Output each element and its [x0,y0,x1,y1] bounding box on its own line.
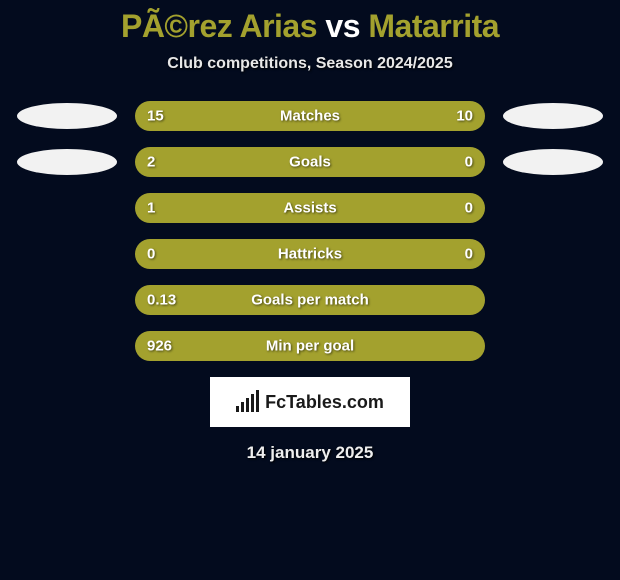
title-vs: vs [325,8,360,44]
stat-label: Min per goal [266,338,354,355]
stat-left-value: 1 [147,200,155,217]
stat-left-value: 926 [147,338,172,355]
stat-bar: Assists 1 0 [135,193,485,223]
stat-left-value: 0 [147,246,155,263]
player2-avatar [503,103,603,129]
title-player2: Matarrita [368,8,499,44]
stat-left-value: 0.13 [147,292,176,309]
spacer [17,287,117,313]
page-title: PÃ©rez Arias vs Matarrita [0,8,620,45]
spacer [503,241,603,267]
stat-bar: Hattricks 0 0 [135,239,485,269]
bar-left-fill [135,147,398,177]
bar-chart-icon [236,392,259,412]
player2-avatar [503,149,603,175]
subtitle: Club competitions, Season 2024/2025 [0,55,620,73]
stat-row: Min per goal 926 [0,331,620,361]
stat-label: Hattricks [278,246,342,263]
stat-label: Goals per match [251,292,369,309]
stat-left-value: 2 [147,154,155,171]
stats-list: Matches1510Goals20Assists10Hattricks00Go… [0,101,620,361]
spacer [503,333,603,359]
stat-right-value: 0 [465,246,473,263]
spacer [503,287,603,313]
stat-right-value: 0 [465,154,473,171]
title-player1: PÃ©rez Arias [121,8,317,44]
logo-text: FcTables.com [265,392,384,413]
spacer [17,195,117,221]
stat-label: Assists [283,200,336,217]
stat-bar: Min per goal 926 [135,331,485,361]
stat-row: Assists 1 0 [0,193,620,223]
stat-left-value: 15 [147,108,164,125]
stat-bar: Goals 2 0 [135,147,485,177]
stat-row: Goals 2 0 [0,147,620,177]
stat-bar: Goals per match 0.13 [135,285,485,315]
stat-row: Hattricks 0 0 [0,239,620,269]
stat-row: Goals per match 0.13 [0,285,620,315]
bar-left-fill [135,193,398,223]
stat-right-value: 10 [456,108,473,125]
spacer [17,241,117,267]
spacer [503,195,603,221]
spacer [17,333,117,359]
stat-row: Matches 15 10 [0,101,620,131]
logo-box: FcTables.com [210,377,410,427]
player1-avatar [17,149,117,175]
stat-right-value: 0 [465,200,473,217]
player1-avatar [17,103,117,129]
date-label: 14 january 2025 [0,443,620,463]
comparison-card: PÃ©rez Arias vs Matarrita Club competiti… [0,0,620,463]
stat-label: Goals [289,154,331,171]
stat-bar: Matches 15 10 [135,101,485,131]
stat-label: Matches [280,108,340,125]
